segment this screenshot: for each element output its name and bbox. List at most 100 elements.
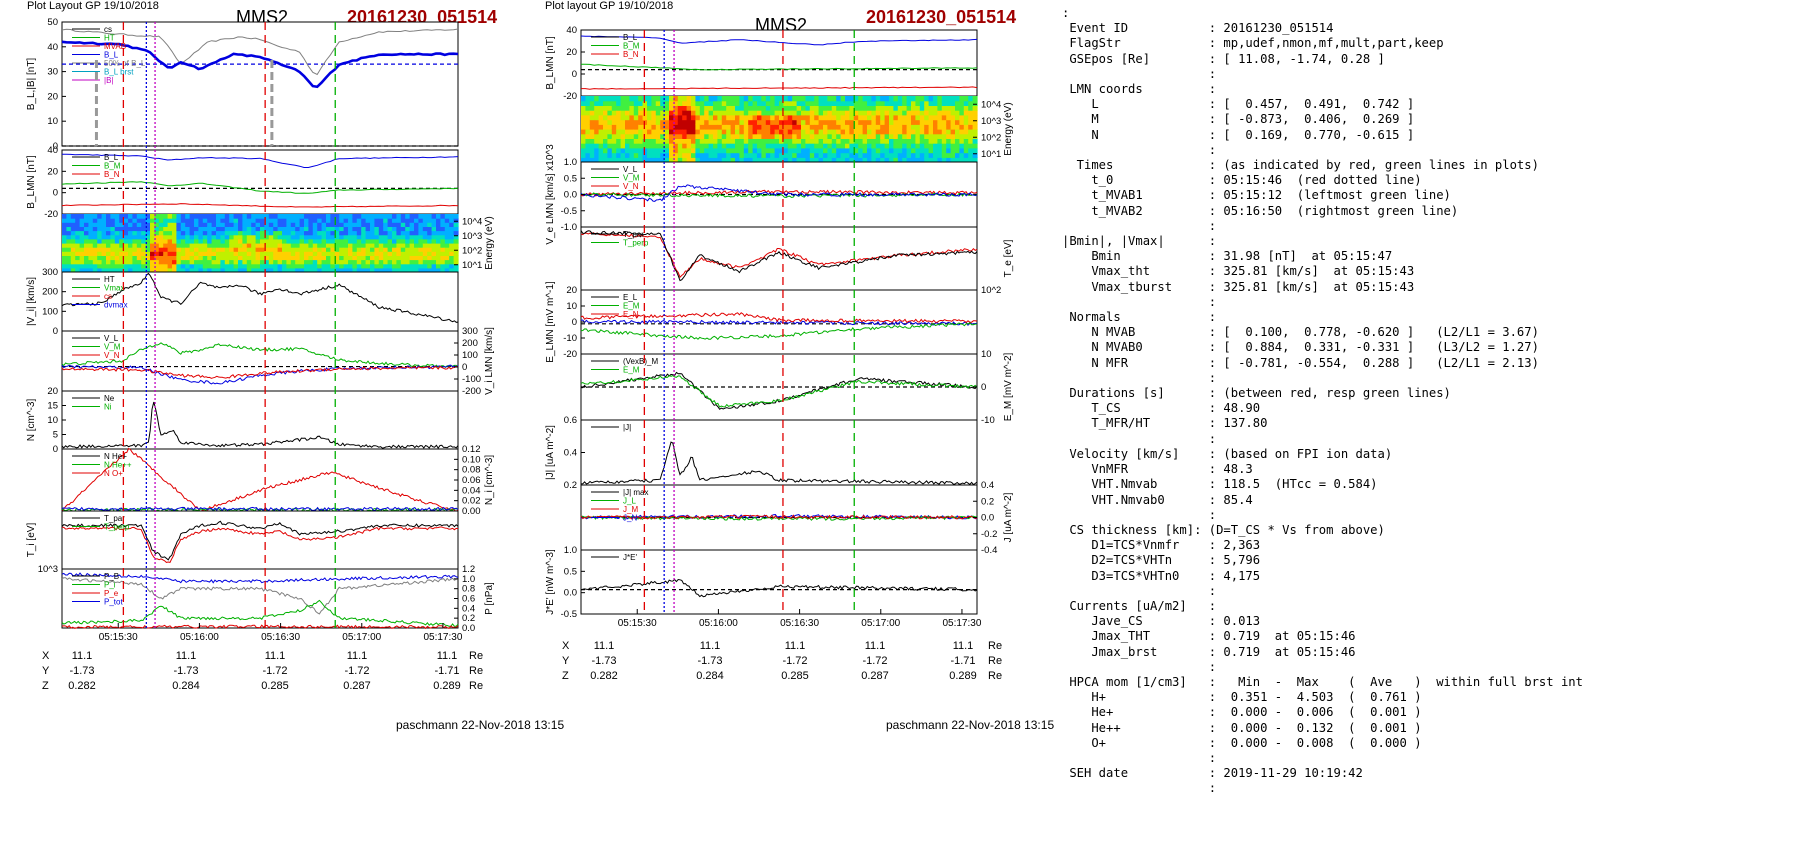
heatmap-cell xyxy=(818,133,824,139)
series-line xyxy=(580,513,977,520)
heatmap-cell xyxy=(145,226,151,232)
heatmap-cell xyxy=(774,114,780,121)
heatmap-cell xyxy=(97,214,103,219)
heatmap-cell xyxy=(242,251,248,256)
heatmap-cell xyxy=(933,129,938,135)
heatmap-cell xyxy=(765,147,771,154)
heatmap-cell xyxy=(770,152,776,158)
heatmap-cell xyxy=(770,96,776,102)
heatmap-cell xyxy=(202,259,208,265)
panel-frame xyxy=(580,29,978,97)
heatmap-cell xyxy=(682,105,688,111)
heatmap-cell xyxy=(154,234,160,240)
heatmap-cell xyxy=(163,263,169,269)
right-event-title: 20161230_051514 xyxy=(866,7,1017,27)
y-axis-label: V_e LMN [km/s] x10^3 xyxy=(545,144,556,245)
heatmap-cell xyxy=(862,114,868,121)
heatmap-cell xyxy=(123,259,129,265)
heatmap-cell xyxy=(106,267,111,273)
heatmap-cell xyxy=(154,222,160,227)
heatmap-cell xyxy=(141,234,147,240)
heatmap-cell xyxy=(396,222,402,227)
heatmap-cell xyxy=(396,251,402,256)
coord-unit: Re xyxy=(988,640,1003,652)
heatmap-cell xyxy=(185,259,191,265)
heatmap-cell xyxy=(589,138,595,144)
heatmap-cell xyxy=(607,119,613,125)
heatmap-cell xyxy=(189,226,195,232)
heatmap-cell xyxy=(348,214,353,219)
heatmap-cell xyxy=(422,230,428,236)
heatmap-cell xyxy=(845,157,850,163)
heatmap-cell xyxy=(378,238,384,244)
heatmap-cell xyxy=(620,147,626,154)
heatmap-cell xyxy=(154,243,160,248)
heatmap-cell xyxy=(827,105,833,111)
heatmap-cell xyxy=(880,157,886,163)
heatmap-cell xyxy=(598,138,604,144)
heatmap-cell xyxy=(713,119,718,125)
heatmap-cell xyxy=(972,133,978,139)
heatmap-cell xyxy=(594,129,600,135)
heatmap-cell xyxy=(638,124,644,130)
heatmap-cell xyxy=(339,251,345,256)
info-line: |Bmin|, |Vmax| : xyxy=(1062,234,1217,249)
heatmap-cell xyxy=(405,259,411,265)
heatmap-cell xyxy=(752,114,758,121)
heatmap-cell xyxy=(198,218,204,223)
heatmap-cell xyxy=(849,105,855,111)
heatmap-cell xyxy=(114,267,120,273)
heatmap-cell xyxy=(792,100,798,106)
heatmap-cell xyxy=(70,259,76,265)
chart-panel: -0.50.00.51.0J*E' [nW m^-3] J*E' xyxy=(545,545,978,620)
heatmap-cell xyxy=(774,105,780,111)
heatmap-cell xyxy=(858,143,864,149)
heatmap-cell xyxy=(581,114,586,121)
heatmap-cell xyxy=(594,124,600,130)
heatmap-cell xyxy=(299,214,305,219)
series-line xyxy=(580,514,978,520)
heatmap-cell xyxy=(893,96,899,102)
heatmap-cell xyxy=(906,138,912,144)
heatmap-cell xyxy=(655,157,661,163)
heatmap-cell xyxy=(664,147,670,154)
heatmap-cell xyxy=(585,157,591,163)
heatmap-cell xyxy=(911,133,916,139)
y-tick-label: 0.4 xyxy=(981,480,994,491)
heatmap-cell xyxy=(352,238,358,244)
heatmap-cell xyxy=(343,226,349,232)
heatmap-cell xyxy=(647,133,652,139)
heatmap-cell xyxy=(625,138,630,144)
coord-value: 0.284 xyxy=(696,670,724,682)
heatmap-cell xyxy=(400,251,406,256)
heatmap-cell xyxy=(946,96,952,102)
heatmap-cell xyxy=(339,238,345,244)
heatmap-cell xyxy=(849,129,855,135)
heatmap-cell xyxy=(642,100,648,106)
heatmap-cell xyxy=(968,147,974,154)
heatmap-cell xyxy=(915,105,921,111)
heatmap-cell xyxy=(431,247,437,252)
heatmap-cell xyxy=(880,105,886,111)
heatmap-cell xyxy=(286,226,292,232)
heatmap-cell xyxy=(897,143,903,149)
y-tick-label: 0.04 xyxy=(462,485,481,496)
heatmap-cell xyxy=(128,243,133,248)
heatmap-cell xyxy=(708,129,714,135)
y-tick-label: 0.0 xyxy=(564,190,577,201)
heatmap-cell xyxy=(713,110,718,116)
heatmap-cell xyxy=(343,214,349,219)
heatmap-cell xyxy=(691,157,696,163)
heatmap-cell xyxy=(708,105,714,111)
heatmap-cell xyxy=(783,100,789,106)
coord-label: Y xyxy=(562,655,570,667)
heatmap-cell xyxy=(431,214,437,219)
heatmap-cell xyxy=(682,96,688,102)
heatmap-cell xyxy=(845,138,850,144)
heatmap-cell xyxy=(330,222,336,227)
heatmap-cell xyxy=(119,230,125,236)
heatmap-cell xyxy=(581,129,586,135)
heatmap-cell xyxy=(946,114,952,121)
heatmap-cell xyxy=(867,100,872,106)
heatmap-cell xyxy=(409,218,415,223)
